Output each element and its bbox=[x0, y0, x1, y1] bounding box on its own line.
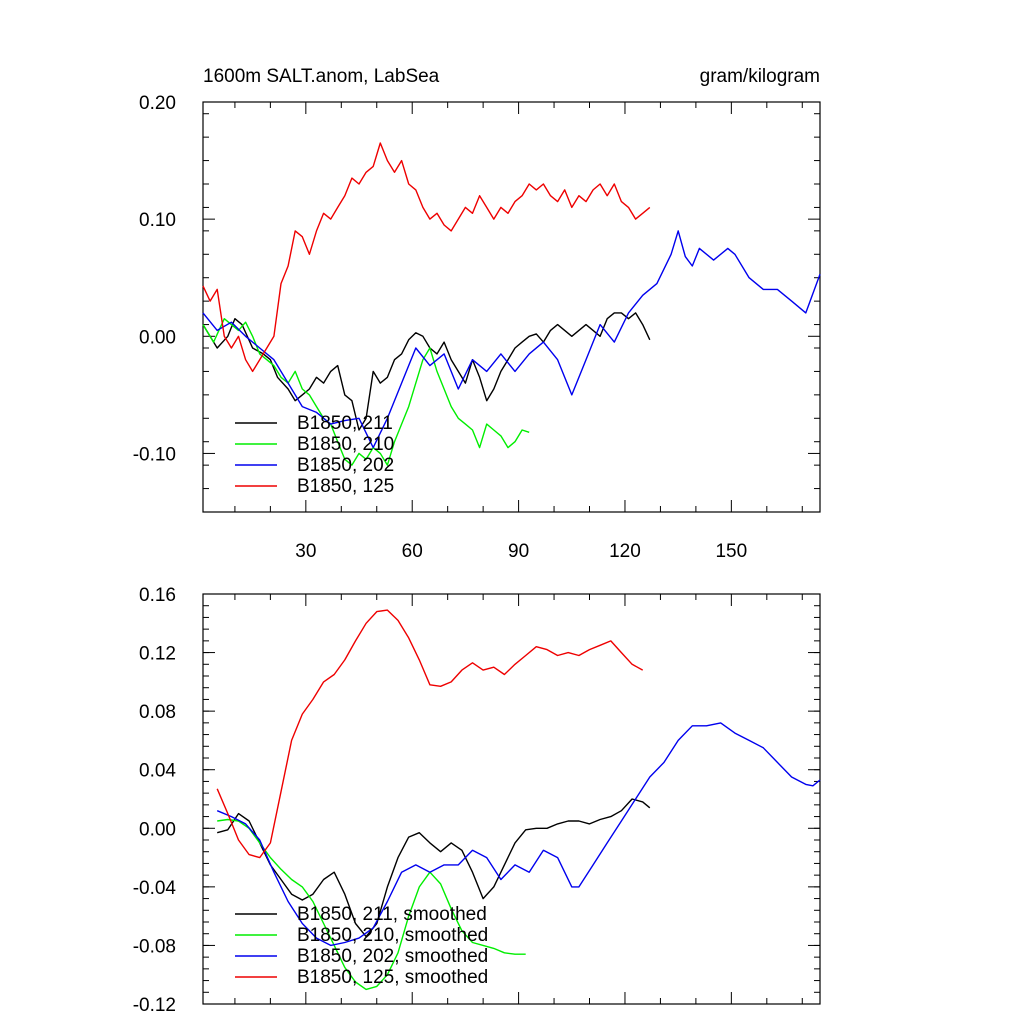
y-tick-label: 0.16 bbox=[139, 585, 176, 606]
y-tick-label: 0.20 bbox=[139, 93, 176, 114]
legend-label: B1850, 211, smoothed bbox=[297, 904, 487, 925]
y-tick-label: -0.08 bbox=[133, 936, 176, 957]
y-tick-label: 0.08 bbox=[139, 702, 176, 723]
chart-title: 1600m SALT.anom, LabSea bbox=[203, 66, 440, 87]
legend-label: B1850, 211 bbox=[297, 413, 393, 434]
y-tick-label: 0.00 bbox=[139, 819, 176, 840]
series-line-b1850-211-smoothed bbox=[217, 798, 651, 938]
bottom-panel: -0.12 -0.08 -0.04 0.00 0.04 0.08 0.12 0.16 B1850… bbox=[133, 585, 821, 1016]
legend-label: B1850, 202 bbox=[297, 455, 394, 476]
series-line-b1850-202 bbox=[202, 230, 821, 449]
units-label: gram/kilogram bbox=[700, 66, 820, 87]
y-tick-label: -0.10 bbox=[133, 444, 176, 465]
legend-label: B1850, 210, smoothed bbox=[297, 925, 488, 946]
series-line-b1850-210-smoothed bbox=[217, 818, 526, 991]
y-tick-label: 0.12 bbox=[139, 644, 176, 665]
y-tick-label: -0.04 bbox=[133, 878, 177, 899]
x-tick-label: 90 bbox=[508, 541, 529, 562]
y-tick-label: 0.10 bbox=[139, 210, 176, 231]
series-line-b1850-210 bbox=[202, 318, 530, 466]
x-tick-label: 30 bbox=[295, 541, 316, 562]
plot-frame bbox=[202, 593, 821, 1005]
legend-label: B1850, 125 bbox=[297, 476, 394, 497]
legend-label: B1850, 125, smoothed bbox=[297, 967, 488, 988]
legend-label: B1850, 210 bbox=[297, 434, 394, 455]
x-tick-label: 150 bbox=[715, 541, 747, 562]
series-line-b1850-211 bbox=[202, 312, 651, 431]
y-tick-label: 0.00 bbox=[139, 327, 176, 348]
legend-label: B1850, 202, smoothed bbox=[297, 946, 488, 967]
x-tick-label: 120 bbox=[609, 541, 641, 562]
y-tick-label: 0.04 bbox=[139, 761, 176, 782]
plot-frame bbox=[202, 101, 821, 513]
series-line-b1850-125 bbox=[202, 142, 651, 373]
y-tick-label: -0.12 bbox=[133, 995, 176, 1016]
series-line-b1850-202-smoothed bbox=[216, 722, 821, 947]
x-tick-label: 60 bbox=[402, 541, 423, 562]
series-line-b1850-125-smoothed bbox=[216, 609, 644, 859]
